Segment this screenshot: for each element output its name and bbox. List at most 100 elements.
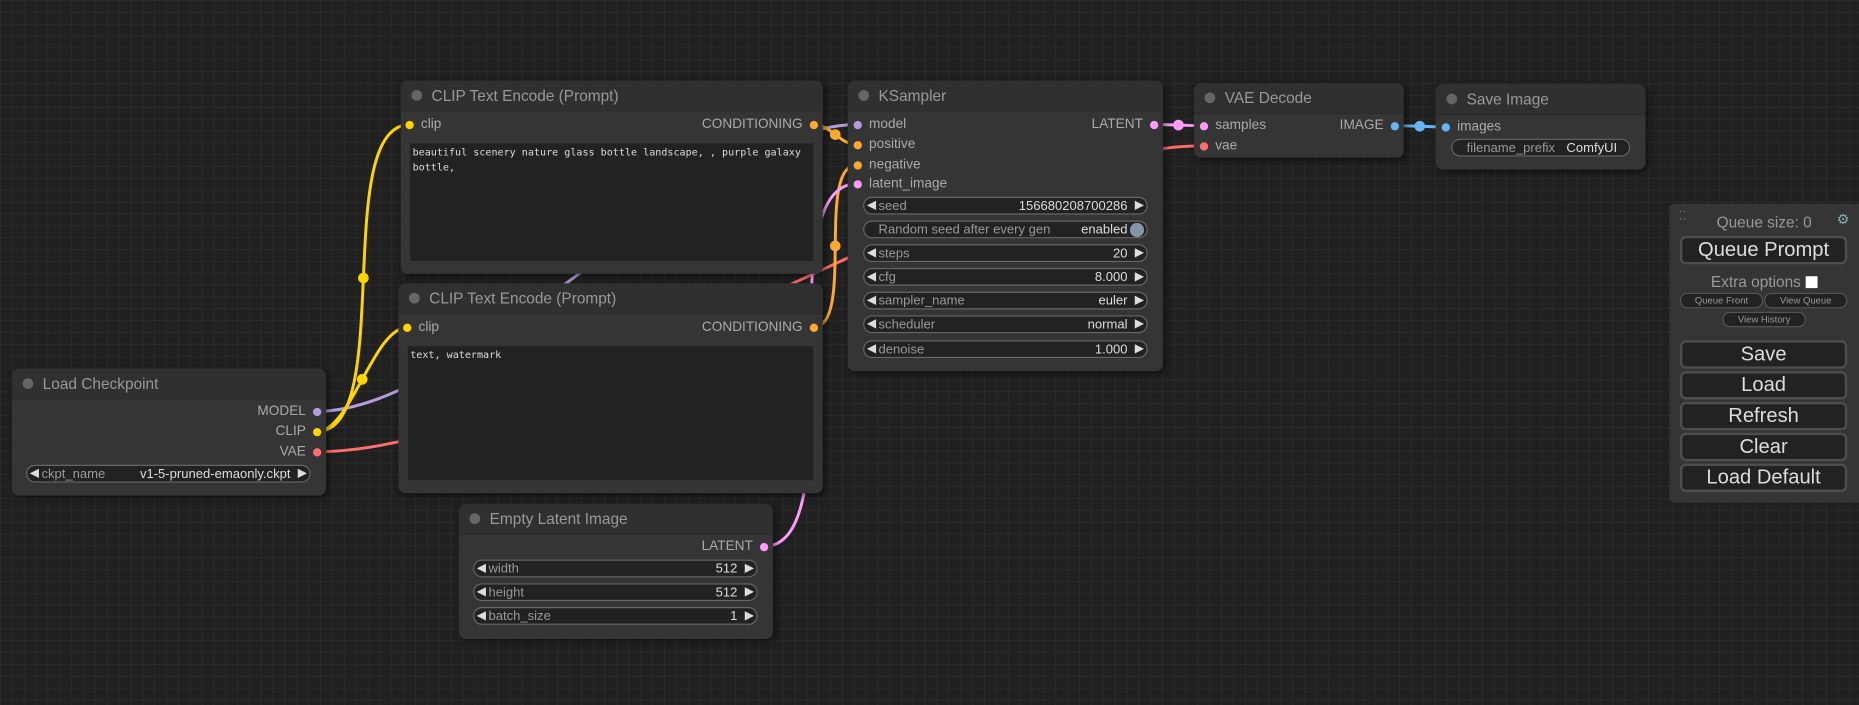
input-vae[interactable]: vae <box>1199 138 1237 155</box>
drag-handle-icon[interactable]: ⁚⁚ <box>1678 209 1687 223</box>
pin-icon[interactable] <box>312 407 322 416</box>
width-widget[interactable]: ◀ width 512 ▶ <box>473 559 758 578</box>
arrow-left-icon[interactable]: ◀ <box>866 199 876 213</box>
sampler-name-widget[interactable]: ◀ sampler_name euler ▶ <box>863 291 1148 310</box>
arrow-left-icon[interactable]: ◀ <box>29 467 39 481</box>
save-button[interactable]: Save <box>1679 340 1848 369</box>
clear-button[interactable]: Clear <box>1679 432 1848 462</box>
view-queue-button[interactable]: View Queue <box>1764 292 1848 309</box>
pin-icon[interactable] <box>809 120 819 129</box>
input-latent-image[interactable]: latent_image <box>853 175 947 192</box>
arrow-right-icon[interactable]: ▶ <box>744 561 754 576</box>
output-image[interactable]: IMAGE <box>1340 117 1400 134</box>
node-ksampler[interactable]: KSampler model positive negative latent_… <box>847 80 1164 372</box>
arrow-right-icon[interactable]: ▶ <box>1134 246 1144 260</box>
output-vae[interactable]: VAE <box>280 443 322 460</box>
input-samples[interactable]: samples <box>1199 117 1266 134</box>
node-clip-text-encode-positive[interactable]: CLIP Text Encode (Prompt) clip CONDITION… <box>400 80 823 274</box>
input-clip[interactable]: clip <box>403 319 439 336</box>
pin-icon[interactable] <box>1199 141 1209 150</box>
pin-icon[interactable] <box>853 179 862 188</box>
extra-options-checkbox[interactable] <box>1805 275 1818 288</box>
collapse-dot-icon[interactable] <box>411 90 423 101</box>
pin-icon[interactable] <box>1441 122 1450 132</box>
node-load-checkpoint[interactable]: Load Checkpoint MODEL CLIP VAE ◀ ckpt_nam… <box>11 368 327 496</box>
queue-prompt-button[interactable]: Queue Prompt <box>1679 235 1848 265</box>
arrow-left-icon[interactable]: ◀ <box>476 609 486 623</box>
arrow-right-icon[interactable]: ▶ <box>1134 294 1144 308</box>
load-default-button[interactable]: Load Default <box>1679 463 1848 493</box>
arrow-left-icon[interactable]: ◀ <box>866 270 876 284</box>
prompt-textarea[interactable]: beautiful scenery nature glass bottle la… <box>410 143 814 261</box>
pin-icon[interactable] <box>809 323 819 332</box>
output-model[interactable]: MODEL <box>257 403 322 420</box>
steps-widget[interactable]: ◀ steps 20 ▶ <box>863 244 1148 263</box>
pin-icon[interactable] <box>853 160 862 169</box>
arrow-right-icon[interactable]: ▶ <box>744 585 754 599</box>
pin-icon[interactable] <box>312 447 322 456</box>
collapse-dot-icon[interactable] <box>409 292 420 304</box>
height-widget[interactable]: ◀ height 512 ▶ <box>473 583 758 602</box>
link-conditioning-negative-midpoint[interactable] <box>829 240 841 252</box>
output-clip[interactable]: CLIP <box>276 423 322 440</box>
input-clip[interactable]: clip <box>405 116 441 133</box>
arrow-right-icon[interactable]: ▶ <box>744 609 754 623</box>
filename-prefix-input[interactable]: filename_prefix ComfyUI <box>1451 138 1631 157</box>
output-latent[interactable]: LATENT <box>702 538 769 555</box>
load-button[interactable]: Load <box>1679 371 1848 400</box>
node-vae-decode[interactable]: VAE Decode samples vae IMAGE <box>1193 82 1404 158</box>
arrow-right-icon[interactable]: ▶ <box>1134 342 1144 356</box>
link-latent-samples-midpoint[interactable] <box>1173 119 1184 131</box>
arrow-right-icon[interactable]: ▶ <box>1134 270 1144 284</box>
arrow-left-icon[interactable]: ◀ <box>866 246 876 260</box>
toggle-knob-icon[interactable] <box>1129 222 1145 237</box>
collapse-dot-icon[interactable] <box>858 90 870 101</box>
output-latent[interactable]: LATENT <box>1092 116 1159 133</box>
node-empty-latent-image[interactable]: Empty Latent Image LATENT ◀ width 512 ▶ ◀ he… <box>458 503 774 640</box>
batch-size-widget[interactable]: ◀ batch_size 1 ▶ <box>473 607 758 625</box>
arrow-left-icon[interactable]: ◀ <box>476 585 486 599</box>
input-model[interactable]: model <box>853 116 906 133</box>
random-seed-toggle[interactable]: Random seed after every gen enabled <box>863 220 1148 239</box>
node-clip-text-encode-negative[interactable]: CLIP Text Encode (Prompt) clip CONDITION… <box>398 283 823 494</box>
output-conditioning[interactable]: CONDITIONING <box>702 116 819 133</box>
pin-icon[interactable] <box>1199 121 1209 130</box>
arrow-left-icon[interactable]: ◀ <box>866 294 876 308</box>
gear-icon[interactable]: ⚙ <box>1836 211 1850 228</box>
seed-widget[interactable]: ◀ seed 156680208700286 ▶ <box>863 196 1148 215</box>
pin-icon[interactable] <box>403 323 412 332</box>
link-conditioning-positive-midpoint[interactable] <box>829 129 841 140</box>
pin-icon[interactable] <box>1150 120 1159 129</box>
pin-icon[interactable] <box>312 427 322 436</box>
link-image-midpoint[interactable] <box>1414 120 1426 132</box>
arrow-left-icon[interactable]: ◀ <box>476 561 486 576</box>
refresh-button[interactable]: Refresh <box>1679 401 1848 431</box>
denoise-widget[interactable]: ◀ denoise 1.000 ▶ <box>863 340 1148 359</box>
ckpt-name-combo[interactable]: ◀ ckpt_name v1-5-pruned-emaonly.ckpt ▶ <box>26 464 311 483</box>
output-conditioning[interactable]: CONDITIONING <box>702 319 819 336</box>
input-images[interactable]: images <box>1441 119 1501 136</box>
pin-icon[interactable] <box>853 140 862 149</box>
arrow-left-icon[interactable]: ◀ <box>866 342 876 356</box>
link-clip-positive-midpoint[interactable] <box>358 272 369 284</box>
collapse-dot-icon[interactable] <box>22 378 34 389</box>
pin-icon[interactable] <box>405 120 414 129</box>
arrow-right-icon[interactable]: ▶ <box>1134 317 1144 331</box>
node-save-image[interactable]: Save Image images filename_prefix ComfyUI <box>1435 84 1646 170</box>
collapse-dot-icon[interactable] <box>1446 93 1458 105</box>
arrow-right-icon[interactable]: ▶ <box>1134 199 1144 213</box>
input-negative[interactable]: negative <box>853 156 921 173</box>
pin-icon[interactable] <box>759 542 769 551</box>
queue-front-button[interactable]: Queue Front <box>1679 292 1763 309</box>
collapse-dot-icon[interactable] <box>1204 92 1216 104</box>
pin-icon[interactable] <box>853 120 862 129</box>
scheduler-widget[interactable]: ◀ scheduler normal ▶ <box>863 315 1148 334</box>
collapse-dot-icon[interactable] <box>469 513 481 525</box>
input-positive[interactable]: positive <box>853 136 915 153</box>
link-clip-negative-midpoint[interactable] <box>356 374 368 385</box>
arrow-right-icon[interactable]: ▶ <box>297 467 307 481</box>
pin-icon[interactable] <box>1390 121 1400 130</box>
cfg-widget[interactable]: ◀ cfg 8.000 ▶ <box>863 267 1148 286</box>
prompt-textarea[interactable]: text, watermark <box>407 346 814 481</box>
